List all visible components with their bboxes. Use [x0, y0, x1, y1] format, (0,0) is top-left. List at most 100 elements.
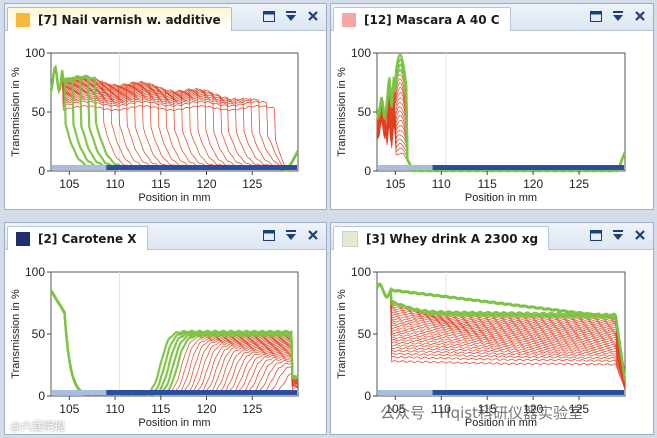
x-tick-label: 110 [432, 402, 451, 416]
x-tick-label: 120 [523, 402, 543, 416]
close-icon[interactable] [633, 228, 647, 242]
x-tick-label: 115 [151, 402, 170, 416]
series-line [376, 283, 626, 390]
series-line [376, 284, 626, 389]
y-tick-label: 100 [351, 265, 371, 279]
dropdown-icon[interactable] [611, 9, 625, 23]
chart-whey-drink: 0 50 100 105 110 115 120 125 Position in mm Trans… [336, 265, 627, 429]
position-bar-fill [52, 165, 297, 170]
window-controls [589, 9, 647, 23]
close-icon[interactable] [306, 9, 320, 23]
series-line [376, 284, 626, 385]
x-tick-label: 125 [242, 177, 262, 191]
restore-icon[interactable] [262, 228, 276, 242]
y-axis-label: Transmission in % [336, 67, 348, 157]
position-bar-light [378, 165, 433, 170]
series-line [376, 283, 626, 382]
panel-titlebar: [2] Carotene X [5, 223, 326, 250]
series-line [376, 283, 626, 387]
series-line [50, 66, 299, 171]
y-tick-label: 100 [351, 46, 371, 60]
y-tick-label: 0 [38, 389, 45, 403]
x-tick-label: 125 [242, 402, 262, 416]
tab-nail-varnish[interactable]: [7] Nail varnish w. additive [7, 7, 232, 31]
series-line [376, 284, 626, 385]
panel-title: [2] Carotene X [38, 231, 137, 246]
sample-color-swatch [16, 231, 30, 246]
plot-area [50, 52, 299, 172]
position-bar-fill [378, 165, 624, 170]
series-line [376, 283, 626, 383]
window-controls [589, 228, 647, 242]
x-tick-label: 105 [385, 402, 405, 416]
series-line [376, 284, 626, 390]
y-tick-label: 0 [38, 164, 45, 178]
x-tick-label: 110 [432, 177, 451, 191]
y-tick-label: 50 [358, 105, 372, 119]
x-tick-label: 105 [59, 402, 79, 416]
x-tick-label: 120 [523, 177, 543, 191]
tab-carotene[interactable]: [2] Carotene X [7, 226, 148, 250]
x-tick-label: 125 [569, 177, 589, 191]
chart-carotene: 0 50 100 105 110 115 120 125 Position in mm Trans… [10, 265, 299, 429]
series-line [376, 284, 626, 386]
series-line [376, 283, 626, 382]
series-line [376, 284, 626, 387]
watermark-small-text: @六载明琨 [10, 420, 65, 433]
panel-title: [12] Mascara A 40 C [364, 12, 500, 27]
dropdown-icon[interactable] [284, 228, 298, 242]
sample-color-swatch [342, 12, 356, 27]
x-tick-label: 120 [197, 177, 217, 191]
series-group [375, 282, 627, 390]
x-tick-label: 105 [385, 177, 405, 191]
sample-color-swatch [342, 230, 358, 247]
panel-mascara: [12] Mascara A 40 C 0 50 100 105 110 115 120 12… [330, 3, 654, 210]
series-line [50, 67, 299, 169]
window-controls [262, 228, 320, 242]
series-line [376, 283, 626, 387]
dropdown-icon[interactable] [611, 228, 625, 242]
series-line [376, 284, 626, 381]
series-line [376, 283, 626, 385]
series-line [50, 66, 299, 171]
position-bar [52, 165, 297, 170]
x-tick-label: 115 [151, 177, 170, 191]
panel-whey-drink: [3] Whey drink A 2300 xg 0 50 100 105 110 115… [330, 222, 654, 435]
window-controls [262, 9, 320, 23]
restore-icon[interactable] [589, 228, 603, 242]
position-bar-fill [52, 390, 297, 395]
y-tick-label: 50 [32, 105, 46, 119]
x-tick-label: 120 [197, 402, 217, 416]
x-axis-label: Position in mm [138, 192, 210, 204]
series-line [376, 283, 627, 381]
x-tick-label: 105 [59, 177, 79, 191]
close-icon[interactable] [633, 9, 647, 23]
tab-whey-drink[interactable]: [3] Whey drink A 2300 xg [333, 226, 550, 250]
panel-titlebar: [3] Whey drink A 2300 xg [331, 223, 653, 250]
dropdown-icon[interactable] [284, 9, 298, 23]
restore-icon[interactable] [262, 9, 276, 23]
close-icon[interactable] [306, 228, 320, 242]
panel-title: [3] Whey drink A 2300 xg [366, 231, 539, 246]
panel-carotene: [2] Carotene X 0 50 100 105 110 115 120 125 Posi… [4, 222, 327, 435]
y-tick-label: 0 [364, 164, 371, 178]
series-line [376, 283, 626, 385]
tab-mascara[interactable]: [12] Mascara A 40 C [333, 7, 511, 31]
series-line [50, 67, 299, 170]
series-line [50, 65, 299, 172]
y-axis-label: Transmission in % [336, 289, 348, 379]
position-bar [378, 390, 624, 395]
y-axis-label: Transmission in % [10, 67, 22, 157]
restore-icon[interactable] [589, 9, 603, 23]
y-tick-label: 50 [358, 327, 372, 341]
position-bar-light [52, 390, 107, 395]
x-tick-label: 115 [478, 402, 497, 416]
x-tick-label: 110 [105, 177, 124, 191]
y-tick-label: 100 [25, 265, 45, 279]
x-axis-label: Position in mm [138, 417, 210, 429]
chart-nail-varnish: 0 50 100 105 110 115 120 125 Position in mm Trans… [10, 46, 300, 204]
y-tick-label: 50 [32, 327, 46, 341]
position-bar-fill [378, 390, 624, 395]
series-line [50, 67, 299, 168]
x-tick-label: 110 [105, 402, 124, 416]
